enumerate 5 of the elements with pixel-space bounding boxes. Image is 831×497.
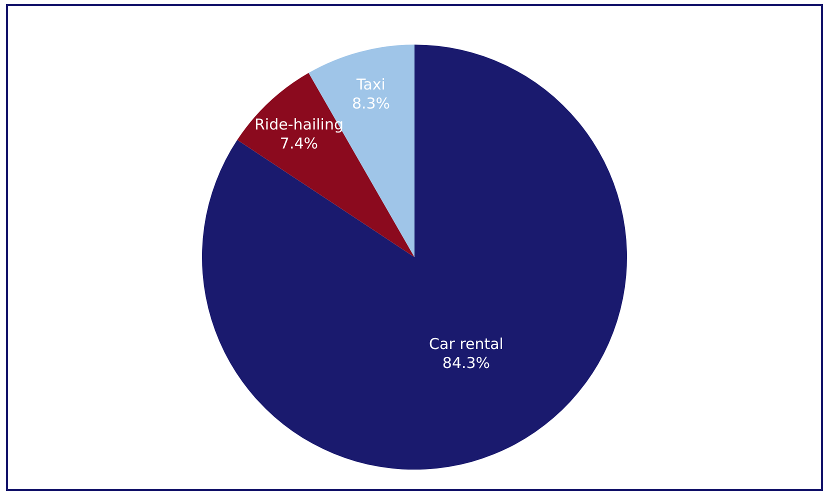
slice-label: Car rental xyxy=(429,334,504,353)
slice-label: Taxi xyxy=(356,76,386,94)
data-label: 7.4% xyxy=(280,134,318,153)
data-label: 84.3% xyxy=(442,354,490,372)
data-label: 8.3% xyxy=(352,94,390,113)
